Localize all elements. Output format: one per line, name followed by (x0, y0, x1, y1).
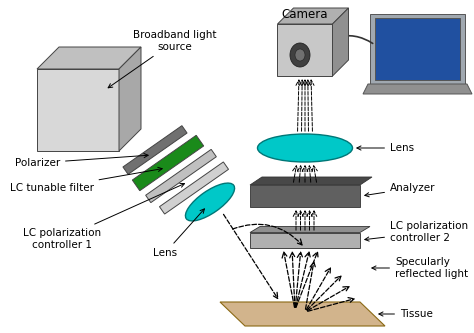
Polygon shape (363, 84, 472, 94)
Polygon shape (132, 135, 204, 191)
Polygon shape (123, 126, 187, 174)
Polygon shape (37, 69, 119, 151)
Text: Camera: Camera (282, 8, 328, 21)
Polygon shape (277, 24, 332, 76)
Polygon shape (375, 18, 460, 80)
Text: LC polarization
controller 1: LC polarization controller 1 (23, 183, 184, 250)
Ellipse shape (257, 134, 353, 162)
Polygon shape (250, 226, 370, 232)
Polygon shape (370, 14, 465, 84)
Text: LC tunable filter: LC tunable filter (10, 167, 162, 193)
Text: Analyzer: Analyzer (365, 183, 436, 197)
Polygon shape (332, 8, 348, 76)
Polygon shape (37, 47, 141, 69)
Polygon shape (119, 47, 141, 151)
Ellipse shape (295, 49, 305, 61)
Text: Lens: Lens (153, 209, 204, 258)
Polygon shape (250, 177, 372, 185)
Polygon shape (250, 185, 360, 207)
Polygon shape (220, 302, 385, 326)
Polygon shape (250, 232, 360, 247)
Polygon shape (159, 162, 228, 214)
Text: Specularly
reflected light: Specularly reflected light (372, 257, 468, 279)
Text: Tissue: Tissue (379, 309, 433, 319)
Polygon shape (146, 150, 216, 202)
Text: Broadband light
source: Broadband light source (108, 30, 217, 88)
Polygon shape (277, 8, 348, 24)
Ellipse shape (290, 43, 310, 67)
Ellipse shape (185, 183, 235, 221)
Text: Lens: Lens (357, 143, 414, 153)
Text: LC polarization
controller 2: LC polarization controller 2 (365, 221, 468, 243)
Text: Polarizer: Polarizer (15, 154, 148, 168)
